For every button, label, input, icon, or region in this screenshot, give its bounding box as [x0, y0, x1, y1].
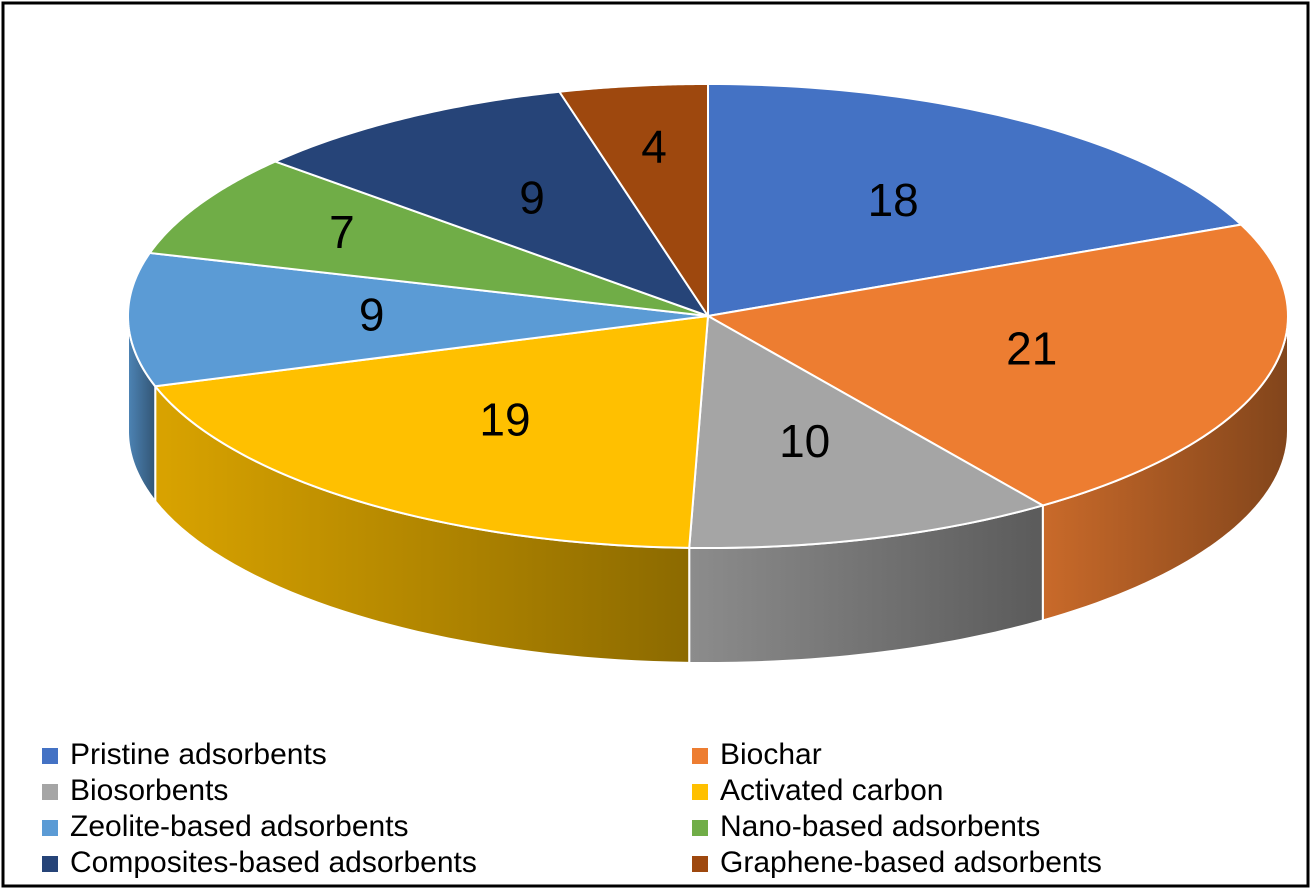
legend-swatch	[692, 856, 708, 872]
legend-label: Composites-based adsorbents	[70, 846, 477, 879]
legend-swatch	[692, 748, 708, 764]
slice-label: 21	[1006, 323, 1057, 375]
legend-swatch	[692, 784, 708, 800]
slice	[707, 82, 1244, 318]
slice-label: 9	[519, 171, 545, 223]
legend-label: Graphene-based adsorbents	[720, 846, 1102, 879]
legend-label: Nano-based adsorbents	[720, 810, 1040, 843]
slice	[148, 160, 709, 317]
legend-swatch	[692, 820, 708, 836]
legend-label: Biochar	[720, 738, 822, 771]
slice	[688, 314, 1046, 550]
slice	[705, 223, 1290, 507]
legend-label: Zeolite-based adsorbents	[70, 810, 409, 843]
legend-swatch	[42, 856, 58, 872]
legend-label: Pristine adsorbents	[70, 738, 327, 771]
legend-swatch	[42, 784, 58, 800]
slice	[272, 90, 711, 318]
slice	[153, 314, 710, 549]
slice-label: 19	[479, 393, 530, 445]
slice-label: 9	[359, 288, 385, 340]
legend-label: Biosorbents	[70, 774, 228, 807]
legend-swatch	[42, 820, 58, 836]
slice-label: 18	[868, 174, 919, 226]
slice	[127, 251, 709, 388]
legend: Pristine adsorbents Biochar Biosorbents Act…	[42, 738, 1102, 879]
legend-label: Activated carbon	[720, 774, 943, 807]
slice-label: 7	[329, 206, 355, 258]
slice-label: 4	[641, 121, 667, 173]
slice-label: 10	[779, 415, 830, 467]
legend-swatch	[42, 748, 58, 764]
slice	[557, 82, 709, 320]
